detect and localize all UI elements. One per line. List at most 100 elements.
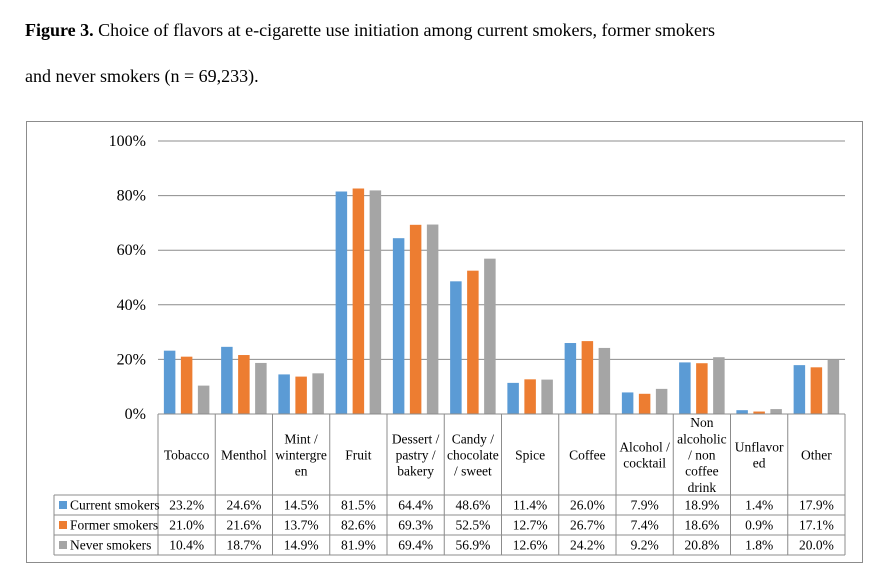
caption-text-2: and never smokers (n = 69,233). bbox=[25, 66, 259, 86]
bar bbox=[736, 410, 748, 414]
data-value-label: 12.6% bbox=[513, 538, 548, 553]
caption-label: Figure 3. bbox=[25, 20, 94, 40]
x-category-label: Menthol bbox=[221, 448, 267, 463]
data-value-label: 7.4% bbox=[631, 518, 659, 533]
legend-swatch bbox=[59, 501, 67, 509]
x-category-label: / sweet bbox=[454, 464, 492, 479]
x-category-label: wintergre bbox=[275, 448, 326, 463]
bar bbox=[753, 411, 765, 414]
data-value-label: 64.4% bbox=[398, 498, 433, 513]
bar bbox=[713, 357, 725, 414]
data-value-label: 24.6% bbox=[226, 498, 261, 513]
legend-swatch bbox=[59, 521, 67, 529]
data-value-label: 17.1% bbox=[799, 518, 834, 533]
bar bbox=[278, 374, 290, 414]
bar bbox=[564, 343, 577, 414]
data-value-label: 26.7% bbox=[570, 518, 605, 533]
x-category-label: pastry / bbox=[396, 448, 436, 463]
data-value-label: 52.5% bbox=[455, 518, 490, 533]
data-value-label: 18.6% bbox=[684, 518, 719, 533]
x-category-label: Fruit bbox=[345, 448, 372, 463]
legend-label: Former smokers bbox=[70, 518, 158, 533]
bar bbox=[598, 347, 611, 414]
bar bbox=[392, 238, 405, 414]
data-value-label: 12.7% bbox=[513, 518, 548, 533]
data-value-label: 21.6% bbox=[226, 518, 261, 533]
data-value-label: 0.9% bbox=[745, 518, 773, 533]
bar bbox=[810, 367, 823, 414]
bar bbox=[238, 355, 250, 414]
y-tick-label: 20% bbox=[117, 351, 146, 368]
y-tick-label: 0% bbox=[125, 406, 146, 423]
data-value-label: 11.4% bbox=[513, 498, 547, 513]
data-value-label: 1.8% bbox=[745, 538, 773, 553]
x-category-label: Dessert / bbox=[392, 431, 440, 446]
data-value-label: 17.9% bbox=[799, 498, 834, 513]
y-tick-label: 80% bbox=[117, 188, 146, 205]
bar bbox=[581, 341, 594, 414]
bar bbox=[450, 281, 462, 414]
data-value-label: 7.9% bbox=[631, 498, 659, 513]
y-tick-label: 60% bbox=[117, 242, 146, 259]
x-category-label: en bbox=[295, 464, 308, 479]
x-category-label: Candy / bbox=[452, 431, 495, 446]
x-category-label: Tobacco bbox=[164, 448, 210, 463]
bar bbox=[255, 362, 267, 414]
data-value-label: 18.7% bbox=[226, 538, 261, 553]
bar bbox=[295, 376, 307, 414]
y-tick-label: 40% bbox=[117, 297, 146, 314]
x-category-label: alcoholic bbox=[677, 431, 726, 446]
bar bbox=[827, 359, 840, 414]
data-value-label: 1.4% bbox=[745, 498, 773, 513]
bar bbox=[197, 385, 210, 414]
bar bbox=[793, 365, 806, 414]
data-value-label: 21.0% bbox=[169, 518, 204, 533]
bar bbox=[679, 362, 691, 414]
bar bbox=[409, 224, 422, 414]
data-value-label: 81.9% bbox=[341, 538, 376, 553]
x-category-label: Coffee bbox=[569, 448, 606, 463]
bar bbox=[426, 224, 439, 414]
x-category-label: drink bbox=[688, 480, 717, 495]
bar bbox=[655, 388, 668, 414]
data-value-label: 20.0% bbox=[799, 538, 834, 553]
data-value-label: 82.6% bbox=[341, 518, 376, 533]
bar bbox=[484, 258, 496, 414]
bar bbox=[541, 379, 553, 414]
x-category-label: Other bbox=[801, 448, 832, 463]
caption-line-1: Figure 3. Choice of flavors at e-cigaret… bbox=[25, 15, 715, 45]
data-value-label: 81.5% bbox=[341, 498, 376, 513]
data-value-label: 69.3% bbox=[398, 518, 433, 533]
data-value-label: 20.8% bbox=[684, 538, 719, 553]
data-value-label: 48.6% bbox=[455, 498, 490, 513]
data-value-label: 9.2% bbox=[631, 538, 659, 553]
bar bbox=[770, 409, 782, 414]
data-value-label: 18.9% bbox=[684, 498, 719, 513]
bar bbox=[369, 190, 382, 414]
bar bbox=[312, 373, 324, 414]
bar bbox=[163, 350, 176, 414]
data-value-label: 23.2% bbox=[169, 498, 204, 513]
x-category-label: Mint / bbox=[284, 431, 318, 446]
bar bbox=[335, 191, 348, 414]
bar bbox=[524, 379, 536, 414]
x-category-label: Unflavor bbox=[735, 439, 784, 454]
data-value-label: 26.0% bbox=[570, 498, 605, 513]
x-category-label: coffee bbox=[685, 464, 718, 479]
data-value-label: 14.5% bbox=[284, 498, 319, 513]
data-value-label: 24.2% bbox=[570, 538, 605, 553]
x-category-label: Alcohol / bbox=[619, 439, 670, 454]
x-category-label: Spice bbox=[515, 448, 545, 463]
caption-line-2: and never smokers (n = 69,233). bbox=[25, 61, 259, 91]
bar bbox=[221, 346, 233, 414]
bar bbox=[696, 363, 708, 414]
bar bbox=[180, 356, 193, 414]
x-category-label: Non bbox=[690, 415, 713, 430]
data-value-label: 14.9% bbox=[284, 538, 319, 553]
x-category-label: bakery bbox=[397, 464, 434, 479]
x-category-label: / non bbox=[688, 448, 716, 463]
data-value-label: 13.7% bbox=[284, 518, 319, 533]
bar bbox=[621, 392, 634, 414]
data-value-label: 10.4% bbox=[169, 538, 204, 553]
